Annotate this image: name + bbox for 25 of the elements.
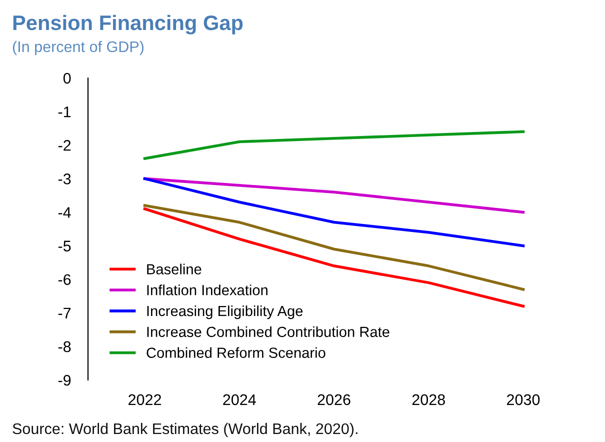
x-tick-label: 2030 — [507, 394, 540, 406]
x-tick-label: 2028 — [412, 394, 445, 406]
source-note: Source: World Bank Estimates (World Bank, 2020). — [12, 422, 358, 438]
y-tick-label: -3 — [58, 174, 71, 184]
chart-subtitle: (In percent of GDP) — [12, 40, 144, 56]
y-tick-label: -4 — [58, 207, 71, 218]
x-tick-label: 2024 — [223, 394, 256, 406]
y-tick-label: -7 — [58, 308, 71, 318]
legend-label: Combined Reform Scenario — [146, 347, 326, 358]
legend-label: Increasing Eligibility Age — [147, 305, 303, 320]
y-tick-label: 0 — [63, 72, 71, 84]
y-tick-label: -1 — [58, 106, 71, 118]
x-tick-label: 2026 — [318, 394, 350, 406]
y-tick-label: -8 — [58, 341, 71, 352]
line-series — [143, 177, 525, 248]
legend-label: Increase Combined Contribution Rate — [147, 326, 390, 338]
legend-label: Baseline — [147, 264, 202, 274]
chart-title: Pension Financing Gap — [13, 14, 243, 34]
y-tick-label: -6 — [58, 274, 71, 286]
y-tick-label: -2 — [58, 140, 71, 151]
x-tick-label: 2022 — [128, 394, 161, 406]
y-tick-label: -5 — [58, 240, 71, 252]
y-tick-label: -9 — [58, 374, 71, 386]
line-series — [143, 130, 525, 160]
legend-label: Inflation Indexation — [147, 284, 268, 296]
